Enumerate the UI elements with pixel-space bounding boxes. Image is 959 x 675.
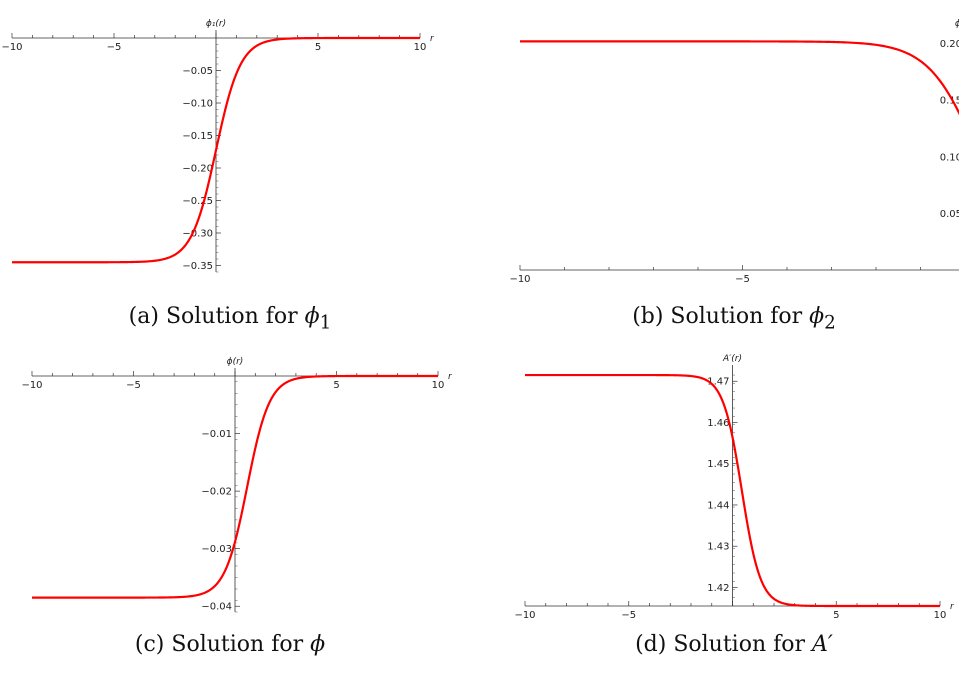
x-tick-label-a: 5	[315, 42, 321, 53]
x-tick-label-d: 10	[934, 610, 947, 621]
caption-d-symbol: A′	[812, 632, 833, 657]
caption-a-subscript: 1	[319, 312, 332, 334]
y-tick-label-a: −0.20	[182, 164, 213, 175]
y-tick-label-a: −0.15	[182, 131, 213, 142]
y-tick-label-d: 1.44	[707, 500, 729, 511]
y-axis-label-a: ϕ₁(r)	[206, 19, 226, 29]
solution-curve-a	[12, 36, 420, 264]
caption-a-symbol: ϕ	[304, 304, 320, 329]
y-tick-label-a: −0.10	[182, 99, 213, 110]
y-tick-label-d: 1.45	[707, 459, 729, 470]
y-tick-label-c: −0.03	[201, 544, 232, 555]
axes-c: −10 −5 5 10 −0.01 −0.02 −0.03 −0.04 ϕ(r) r	[21, 357, 453, 613]
y-tick-label-d: 1.46	[707, 418, 729, 429]
solution-curve-d	[525, 373, 940, 608]
x-axis-label-a: r	[430, 34, 435, 44]
y-tick-label-a: −0.30	[182, 229, 213, 240]
caption-a-prefix: (a) Solution for	[128, 304, 305, 329]
y-tick-label-c: −0.01	[201, 429, 232, 440]
caption-d: (d) Solution for A′	[604, 632, 864, 661]
y-tick-label-d: 1.47	[707, 377, 729, 388]
y-tick-label-a: −0.35	[182, 261, 213, 272]
caption-b: (b) Solution for ϕ2	[604, 304, 864, 333]
y-tick-label-c: −0.04	[201, 602, 232, 613]
chart-b: −10−55100.050.100.150.20ϕ₂(r)r	[509, 19, 959, 285]
x-tick-label-c: 5	[333, 380, 339, 391]
x-tick-label-c: −5	[126, 380, 141, 391]
caption-c: (c) Solution for ϕ	[100, 632, 360, 661]
y-axis-label-d: A′(r)	[722, 354, 742, 364]
x-tick-label-a: −5	[107, 42, 122, 53]
x-tick-label-d: −10	[514, 610, 535, 621]
y-tick-label-a: −0.05	[182, 66, 213, 77]
solution-curve-b	[520, 40, 959, 116]
x-tick-label-b: −5	[735, 274, 750, 285]
y-tick-label-c: −0.02	[201, 487, 232, 498]
chart-a: −10 −5 5 10 −0.05 −0.10 −0.15 −0.20 −0.25 −0.30 −0…	[1, 19, 435, 273]
x-axis-label-d: r	[950, 602, 955, 612]
x-axis-label-c: r	[448, 372, 453, 382]
chart-d: −10 −5 5 10 1.42 1.43 1.44 1.45 1.46 1.47 A′(r) r	[514, 354, 955, 621]
caption-c-prefix: (c) Solution for	[134, 632, 311, 657]
caption-b-prefix: (b) Solution for	[632, 304, 810, 329]
caption-c-symbol: ϕ	[310, 632, 326, 657]
axes-a: −10 −5 5 10 −0.05 −0.10 −0.15 −0.20 −0.25 −0.30 −0…	[1, 19, 435, 273]
x-tick-label-c: 10	[432, 380, 445, 391]
caption-b-symbol: ϕ	[809, 304, 825, 329]
caption-d-prefix: (d) Solution for	[635, 632, 813, 657]
y-tick-label-b: 0.15	[940, 96, 959, 107]
y-tick-label-d: 1.43	[707, 542, 729, 553]
x-tick-label-d: −5	[621, 610, 636, 621]
y-tick-label-b: 0.05	[940, 209, 959, 220]
y-tick-label-d: 1.42	[707, 583, 729, 594]
x-tick-label-c: −10	[21, 380, 42, 391]
axes-d: −10 −5 5 10 1.42 1.43 1.44 1.45 1.46 1.47 A′(r) r	[514, 354, 955, 621]
axes-b: −10−55100.050.100.150.20ϕ₂(r)r	[509, 19, 959, 285]
caption-b-subscript: 2	[824, 312, 836, 334]
caption-a: (a) Solution for ϕ1	[100, 304, 360, 333]
y-tick-label-a: −0.25	[182, 196, 213, 207]
x-tick-label-d: 5	[833, 610, 839, 621]
x-tick-label-a: 10	[414, 42, 427, 53]
x-tick-label-a: −10	[1, 42, 22, 53]
solution-curve-c	[32, 374, 438, 599]
chart-c: −10 −5 5 10 −0.01 −0.02 −0.03 −0.04 ϕ(r) r	[21, 357, 453, 613]
y-tick-label-b: 0.10	[940, 152, 959, 163]
y-axis-label-c: ϕ(r)	[227, 357, 244, 367]
y-tick-label-b: 0.20	[940, 39, 959, 50]
y-axis-label-b: ϕ₂(r)	[955, 19, 959, 29]
x-tick-label-b: −10	[509, 274, 530, 285]
